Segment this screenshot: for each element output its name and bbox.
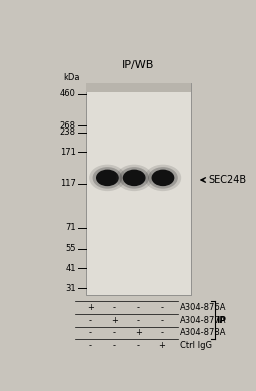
Text: -: - [89, 328, 92, 337]
Text: -: - [161, 303, 163, 312]
Text: 41: 41 [65, 264, 76, 273]
Text: 55: 55 [65, 244, 76, 253]
Text: -: - [137, 303, 140, 312]
Text: 117: 117 [60, 179, 76, 188]
Text: +: + [135, 328, 142, 337]
Ellipse shape [152, 170, 174, 186]
Text: 268: 268 [60, 121, 76, 130]
Text: A304-876A: A304-876A [180, 303, 226, 312]
Text: kDa: kDa [63, 73, 80, 82]
Text: -: - [89, 316, 92, 325]
Ellipse shape [145, 165, 181, 191]
Text: -: - [89, 341, 92, 350]
Ellipse shape [93, 167, 122, 188]
Ellipse shape [123, 170, 146, 186]
Text: 171: 171 [60, 148, 76, 157]
Text: -: - [137, 316, 140, 325]
Text: 71: 71 [65, 223, 76, 232]
Ellipse shape [89, 165, 126, 191]
Text: -: - [113, 303, 116, 312]
Text: +: + [87, 303, 94, 312]
Text: -: - [113, 341, 116, 350]
Bar [86, 83, 191, 92]
Text: -: - [113, 328, 116, 337]
Bar [86, 83, 191, 295]
Text: +: + [111, 316, 118, 325]
Ellipse shape [116, 165, 152, 191]
Text: -: - [137, 341, 140, 350]
Text: -: - [161, 328, 163, 337]
Text: 31: 31 [65, 284, 76, 293]
Text: SEC24B: SEC24B [209, 175, 247, 185]
Text: 460: 460 [60, 89, 76, 98]
Ellipse shape [119, 167, 149, 188]
Text: Ctrl IgG: Ctrl IgG [180, 341, 212, 350]
Text: IP/WB: IP/WB [122, 61, 154, 70]
Text: A304-878A: A304-878A [180, 328, 226, 337]
Ellipse shape [148, 167, 178, 188]
Text: A304-877A: A304-877A [180, 316, 226, 325]
Text: 238: 238 [60, 128, 76, 137]
Text: -: - [161, 316, 163, 325]
Text: +: + [158, 341, 165, 350]
Ellipse shape [96, 170, 119, 186]
Text: IP: IP [217, 316, 227, 325]
